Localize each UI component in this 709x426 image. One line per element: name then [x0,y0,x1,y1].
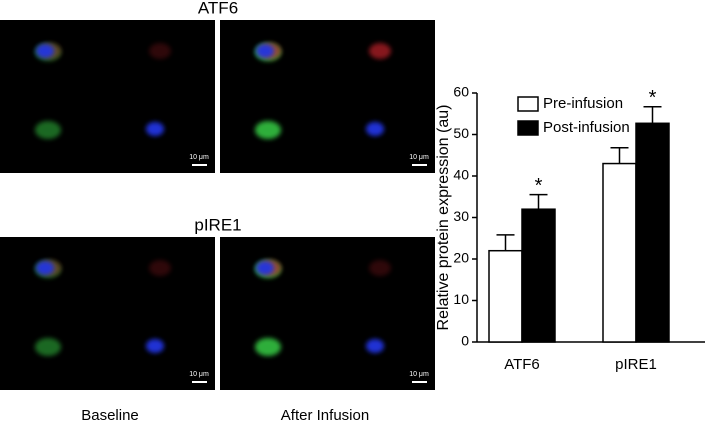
x-tick-label: ATF6 [504,356,540,373]
micrograph-bg [0,20,215,173]
y-tick-label: 0 [461,333,469,349]
y-tick-label: 30 [453,208,469,224]
cell-nucleus [36,44,54,58]
micrograph: 10 μm [0,20,215,173]
cell-red [149,43,171,59]
y-tick-label: 20 [453,250,469,266]
cell-nucleus [366,122,384,136]
cell-cytoplasm [255,121,281,139]
bar [488,249,523,343]
y-tick-label: 10 [453,291,469,307]
error-bar [643,105,662,124]
legend-label: Post-infusion [543,119,630,136]
cell-red [149,260,171,276]
cell-nucleus [36,261,54,275]
x-tick-label: pIRE1 [615,356,657,373]
cell-nucleus [366,339,384,353]
cell-nucleus [256,44,274,58]
y-tick-label: 50 [453,125,469,141]
micrograph: 10 μm [220,20,435,173]
micrograph-bg [220,20,435,173]
micrograph: 10 μm [0,237,215,390]
cell-nucleus [146,339,164,353]
legend-swatch [517,96,539,112]
bar [521,208,556,343]
scale-bar-label: 10 μm [409,154,429,161]
panel-title: ATF6 [198,0,238,17]
cell-nucleus [256,261,274,275]
scale-bar-label: 10 μm [189,371,209,378]
column-label: After Infusion [281,407,369,424]
error-bar [529,193,548,210]
cell-red [369,43,391,59]
legend-swatch [517,120,539,136]
cell-cytoplasm [255,338,281,356]
bar [602,162,637,343]
micrograph-bg [220,237,435,390]
cell-cytoplasm [35,121,61,139]
cell-nucleus [146,122,164,136]
legend-label: Pre-infusion [543,95,623,112]
y-tick-label: 60 [453,84,469,100]
micrograph-bg [0,237,215,390]
cell-red [369,260,391,276]
significance-marker: * [649,87,657,109]
scale-bar-label: 10 μm [189,154,209,161]
column-label: Baseline [81,407,139,424]
error-bar [610,147,629,164]
bar [635,122,670,343]
y-axis-label: Relative protein expression (au) [435,105,452,331]
y-tick-label: 40 [453,167,469,183]
error-bar [496,234,515,251]
significance-marker: * [535,175,543,197]
cell-cytoplasm [35,338,61,356]
panel-title: pIRE1 [194,215,241,234]
scale-bar-label: 10 μm [409,371,429,378]
micrograph: 10 μm [220,237,435,390]
